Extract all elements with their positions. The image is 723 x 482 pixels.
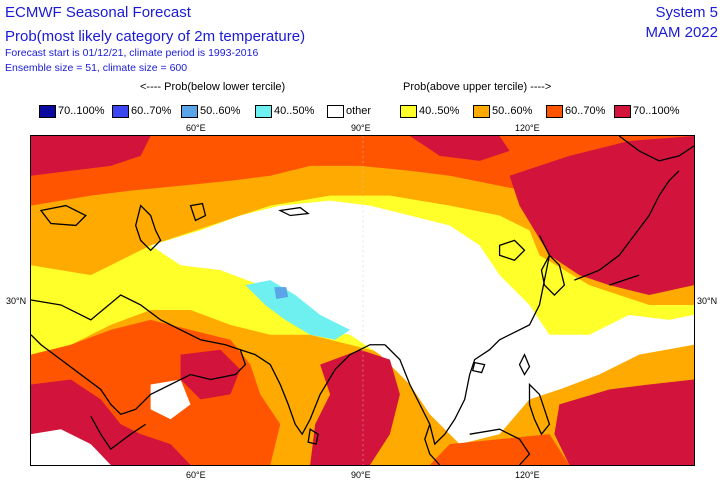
legend-item: 70..100% — [614, 103, 679, 119]
coast-india — [240, 344, 385, 436]
legend-swatch — [112, 104, 129, 118]
legend-item: 50..60% — [473, 103, 532, 119]
region-central-white — [150, 200, 694, 445]
lon-label-bottom-90e: 90°E — [351, 470, 371, 480]
legend-label: 50..60% — [200, 105, 241, 117]
legend-above-heading: Prob(above upper tercile) ----> — [403, 81, 552, 93]
lat-label-left-30n: 30°N — [6, 296, 27, 306]
coast-black-sea — [39, 204, 87, 227]
coast-sri-lanka — [307, 428, 319, 445]
system-label: System 5 — [655, 4, 718, 21]
coast-bohai — [498, 239, 526, 261]
coast-korea — [540, 254, 566, 296]
ensemble-size-line: Ensemble size = 51, climate size = 600 — [5, 62, 188, 74]
forecast-start-line: Forecast start is 01/12/21, climate peri… — [5, 47, 259, 59]
legend-label: 40..50% — [419, 105, 460, 117]
coast-caspian — [135, 204, 162, 252]
legend-item: 40..50% — [400, 103, 459, 119]
legend-swatch — [39, 104, 56, 118]
legend-swatch — [473, 104, 490, 118]
legend-swatch — [181, 104, 198, 118]
legend-item: 60..70% — [546, 103, 605, 119]
legend-swatch — [400, 104, 417, 118]
region-arabian-sea-red — [180, 349, 241, 400]
region-horn-white — [31, 429, 111, 465]
legend-item: 60..70% — [112, 103, 171, 119]
region-east-asia-red — [509, 136, 694, 296]
region-north-red-west — [31, 136, 151, 176]
lon-label-bottom-120e: 120°E — [515, 470, 540, 480]
legend-swatch — [614, 104, 631, 118]
coast-balkhash — [278, 206, 310, 217]
chart-title: ECMWF Seasonal Forecast — [5, 4, 191, 21]
lat-label-right-30n: 30°N — [697, 296, 718, 306]
coast-borneo — [469, 428, 531, 465]
legend-label: 40..50% — [274, 105, 315, 117]
legend-label: other — [346, 105, 372, 117]
lon-label-top-60e: 60°E — [186, 123, 206, 133]
chart-subtitle: Prob(most likely category of 2m temperat… — [5, 28, 306, 45]
legend-swatch — [546, 104, 563, 118]
legend-item: other — [327, 103, 371, 119]
legend-label: 70..100% — [633, 105, 680, 117]
coast-philippines — [528, 382, 551, 436]
legend-item: 50..60% — [181, 103, 240, 119]
coast-arabia — [31, 294, 247, 416]
region-lightblue — [274, 287, 289, 300]
coast-indochina — [384, 235, 551, 446]
lon-label-bottom-60e: 60°E — [186, 470, 206, 480]
coast-africa — [90, 415, 147, 451]
lon-label-top-90e: 90°E — [351, 123, 371, 133]
legend-item: 70..100% — [39, 103, 104, 119]
coast-sakhalin-russia — [618, 136, 694, 162]
coast-hainan — [471, 361, 486, 374]
region-cyan — [245, 280, 351, 340]
legend-label: 60..70% — [565, 105, 606, 117]
coastlines — [31, 136, 694, 465]
region-pacific-red — [554, 379, 694, 465]
region-south-orangered — [429, 434, 570, 465]
forecast-map — [30, 135, 695, 466]
legend-label: 70..100% — [58, 105, 105, 117]
region-north-red-mid — [409, 136, 510, 161]
region-bay-of-bengal-red — [310, 349, 400, 465]
legend-item: 40..50% — [255, 103, 314, 119]
lon-label-top-120e: 120°E — [515, 123, 540, 133]
coast-taiwan — [518, 353, 531, 376]
legend-swatch — [327, 104, 344, 118]
legend-label: 60..70% — [131, 105, 172, 117]
coast-malay-peninsula — [424, 424, 441, 465]
legend-swatch — [255, 104, 272, 118]
coast-japan — [574, 170, 680, 286]
legend-below-heading: <---- Prob(below lower tercile) — [140, 81, 286, 93]
season-label: MAM 2022 — [645, 24, 718, 41]
legend-label: 50..60% — [492, 105, 533, 117]
coast-aral — [189, 202, 207, 222]
